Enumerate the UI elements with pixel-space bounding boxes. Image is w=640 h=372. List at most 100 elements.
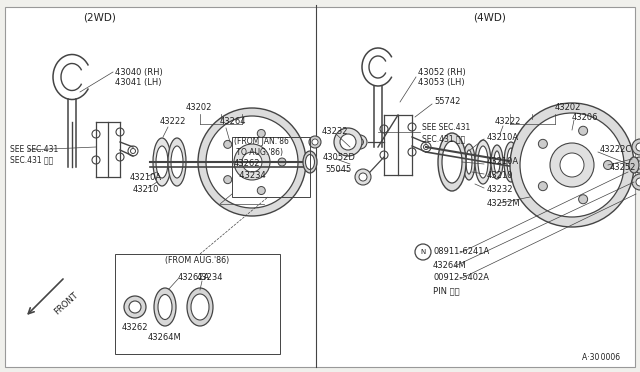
Text: 43222: 43222 bbox=[160, 118, 186, 126]
Text: 43262: 43262 bbox=[234, 160, 260, 169]
Ellipse shape bbox=[187, 288, 213, 326]
Text: 43234: 43234 bbox=[197, 273, 223, 282]
Circle shape bbox=[636, 143, 640, 151]
Text: FRONT: FRONT bbox=[52, 291, 79, 317]
Ellipse shape bbox=[191, 294, 209, 320]
Circle shape bbox=[234, 144, 270, 180]
Text: 43264: 43264 bbox=[220, 118, 246, 126]
Text: SEE SEC.431: SEE SEC.431 bbox=[422, 122, 470, 131]
Text: 43210: 43210 bbox=[487, 170, 513, 180]
Bar bbox=[115, 254, 280, 354]
Text: 43232: 43232 bbox=[487, 185, 513, 193]
Text: 43052D: 43052D bbox=[323, 153, 356, 161]
Circle shape bbox=[124, 296, 146, 318]
Text: (2WD): (2WD) bbox=[84, 12, 116, 22]
Text: 43222C: 43222C bbox=[600, 145, 632, 154]
Text: 43041 (LH): 43041 (LH) bbox=[115, 77, 161, 87]
Text: 43210A: 43210A bbox=[487, 157, 519, 167]
Circle shape bbox=[636, 161, 640, 169]
Circle shape bbox=[312, 139, 318, 145]
Text: (FROM AUG.'86): (FROM AUG.'86) bbox=[165, 256, 229, 264]
Ellipse shape bbox=[629, 157, 639, 173]
Text: PIN ピン: PIN ピン bbox=[433, 286, 460, 295]
Circle shape bbox=[510, 103, 634, 227]
Circle shape bbox=[353, 135, 367, 149]
Circle shape bbox=[632, 174, 640, 190]
Text: 43252: 43252 bbox=[610, 163, 636, 171]
Text: 55742: 55742 bbox=[434, 97, 460, 106]
Ellipse shape bbox=[463, 144, 475, 180]
Circle shape bbox=[579, 126, 588, 135]
Text: 43202: 43202 bbox=[555, 103, 581, 112]
Ellipse shape bbox=[494, 151, 500, 173]
Circle shape bbox=[257, 129, 265, 138]
Circle shape bbox=[309, 136, 321, 148]
Text: 43202: 43202 bbox=[186, 103, 212, 112]
Text: SEC.431 参照: SEC.431 参照 bbox=[422, 135, 465, 144]
Ellipse shape bbox=[525, 135, 545, 189]
Circle shape bbox=[198, 108, 306, 216]
Circle shape bbox=[224, 140, 232, 148]
Ellipse shape bbox=[442, 141, 462, 183]
Circle shape bbox=[538, 140, 547, 148]
Circle shape bbox=[206, 116, 298, 208]
Text: 55045: 55045 bbox=[325, 164, 351, 173]
Text: TO AUG.'86): TO AUG.'86) bbox=[234, 148, 283, 157]
Circle shape bbox=[257, 186, 265, 195]
Ellipse shape bbox=[221, 151, 229, 173]
Circle shape bbox=[520, 113, 624, 217]
Ellipse shape bbox=[211, 127, 239, 197]
Ellipse shape bbox=[153, 138, 171, 186]
Ellipse shape bbox=[491, 145, 503, 179]
Text: 43053 (LH): 43053 (LH) bbox=[418, 78, 465, 87]
Ellipse shape bbox=[475, 140, 491, 184]
Circle shape bbox=[604, 160, 612, 170]
Text: 43234: 43234 bbox=[234, 171, 266, 180]
Circle shape bbox=[632, 139, 640, 155]
Text: A·30 0006: A·30 0006 bbox=[582, 353, 620, 362]
Circle shape bbox=[129, 301, 141, 313]
Text: 43052 (RH): 43052 (RH) bbox=[418, 67, 466, 77]
Circle shape bbox=[560, 153, 584, 177]
Ellipse shape bbox=[466, 150, 472, 174]
Circle shape bbox=[632, 157, 640, 173]
Text: 43222: 43222 bbox=[495, 118, 522, 126]
Ellipse shape bbox=[305, 154, 314, 170]
Ellipse shape bbox=[478, 146, 488, 178]
Text: SEE SEC.431: SEE SEC.431 bbox=[10, 145, 58, 154]
Ellipse shape bbox=[447, 139, 463, 185]
Text: 43232: 43232 bbox=[322, 128, 349, 137]
Text: 43264M: 43264M bbox=[433, 260, 467, 269]
Circle shape bbox=[278, 158, 286, 166]
Ellipse shape bbox=[216, 138, 234, 186]
Ellipse shape bbox=[168, 138, 186, 186]
Ellipse shape bbox=[530, 148, 540, 176]
Ellipse shape bbox=[507, 148, 515, 176]
Circle shape bbox=[359, 173, 367, 181]
Ellipse shape bbox=[158, 295, 172, 320]
Text: 43206: 43206 bbox=[572, 112, 598, 122]
Circle shape bbox=[340, 134, 356, 150]
Text: 43252M: 43252M bbox=[487, 199, 520, 208]
Text: N: N bbox=[420, 249, 426, 255]
Text: 43210: 43210 bbox=[133, 186, 159, 195]
Circle shape bbox=[415, 244, 431, 260]
Ellipse shape bbox=[154, 288, 176, 326]
Text: (4WD): (4WD) bbox=[474, 12, 506, 22]
Ellipse shape bbox=[450, 145, 460, 179]
Ellipse shape bbox=[156, 146, 168, 178]
Text: 43210A: 43210A bbox=[487, 132, 519, 141]
Bar bbox=[232, 137, 310, 197]
Text: 43262A: 43262A bbox=[178, 273, 211, 282]
Text: 08911-6241A: 08911-6241A bbox=[433, 247, 489, 257]
Text: 43210A: 43210A bbox=[130, 173, 162, 183]
Circle shape bbox=[550, 143, 594, 187]
Text: SEC.431 参照: SEC.431 参照 bbox=[10, 155, 53, 164]
Circle shape bbox=[636, 178, 640, 186]
Circle shape bbox=[334, 128, 362, 156]
Ellipse shape bbox=[303, 151, 317, 173]
Text: 43264M: 43264M bbox=[148, 333, 182, 341]
Text: 43262: 43262 bbox=[122, 323, 148, 331]
Ellipse shape bbox=[171, 146, 183, 178]
Ellipse shape bbox=[520, 122, 550, 202]
